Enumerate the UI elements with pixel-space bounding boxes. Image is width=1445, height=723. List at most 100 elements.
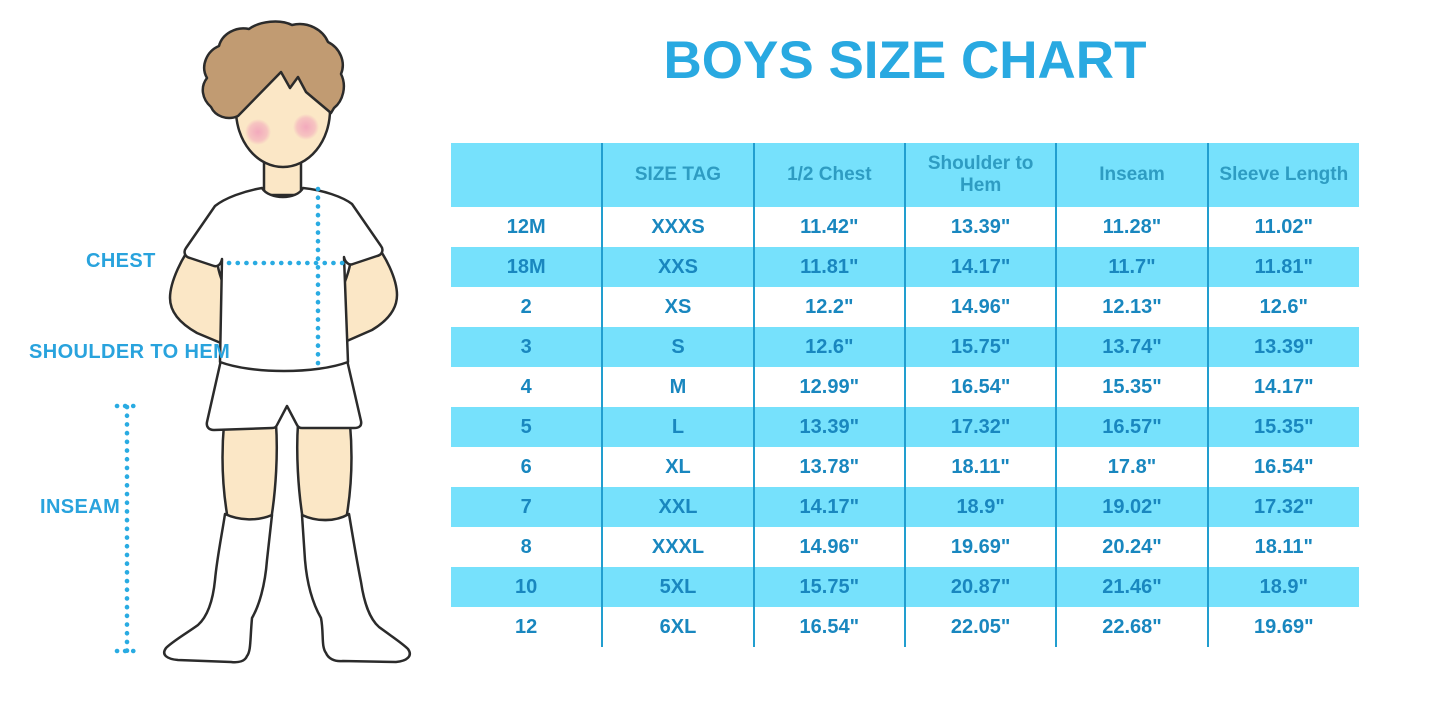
table-cell: 12M [506, 215, 546, 238]
table-cell: 17.32" [1206, 487, 1359, 527]
table-cell: XXXS [601, 207, 754, 247]
table-cell: 14.96" [752, 527, 905, 567]
table-row: 6 XL 13.78" 18.11" 17.8" 16.54" [451, 447, 1359, 487]
column-header: Inseam [1055, 143, 1208, 207]
size-table-body: 12M XXXS 11.42" 13.39" 11.28" 11.02" 18M XXS 11.… [451, 207, 1359, 647]
right-leg [296, 422, 353, 522]
table-row: 8 XXXL 14.96" 19.69" 20.24" 18.11" [451, 527, 1359, 567]
right-sock [300, 512, 412, 664]
table-cell: 12.13" [1055, 287, 1208, 327]
table-cell: 11.02" [1206, 207, 1359, 247]
table-cell: 12.2" [752, 287, 905, 327]
page-title: BOYS SIZE CHART [663, 31, 1147, 90]
table-row: 12 6XL 16.54" 22.05" 22.68" 19.69" [451, 607, 1359, 647]
table-cell: 17.8" [1055, 447, 1208, 487]
table-cell: 4 [520, 375, 532, 398]
table-cell: 5 [520, 415, 532, 438]
table-cell: 21.46" [1055, 567, 1208, 607]
table-cell: 15.35" [1206, 407, 1359, 447]
table-cell: 2 [520, 295, 532, 318]
table-cell: 18.11" [1206, 527, 1359, 567]
table-cell: 22.68" [1055, 607, 1208, 647]
table-row: 12M XXXS 11.42" 13.39" 11.28" 11.02" [451, 207, 1359, 247]
table-cell: 13.39" [903, 207, 1057, 247]
inseam-label: INSEAM [40, 496, 121, 518]
table-cell: 14.17" [1206, 367, 1359, 407]
right-cheek [293, 114, 319, 140]
column-header: 1/2 Chest [752, 143, 905, 207]
chest-label: CHEST [86, 250, 156, 272]
table-cell: M [601, 367, 754, 407]
table-cell: 12.6" [1206, 287, 1359, 327]
t-shirt [183, 186, 384, 373]
left-cheek [245, 119, 271, 145]
table-cell: 22.05" [903, 607, 1057, 647]
table-cell: 8 [520, 535, 532, 558]
table-cell: XXS [601, 247, 754, 287]
table-cell: 11.42" [752, 207, 905, 247]
table-cell: L [601, 407, 754, 447]
table-cell: 13.74" [1055, 327, 1208, 367]
table-cell: 16.54" [1206, 447, 1359, 487]
left-sock [162, 512, 274, 664]
table-row: 4 M 12.99" 16.54" 15.35" 14.17" [451, 367, 1359, 407]
table-cell: XL [601, 447, 754, 487]
table-row: 18M XXS 11.81" 14.17" 11.7" 11.81" [451, 247, 1359, 287]
table-cell: 14.17" [903, 247, 1057, 287]
table-cell: 20.87" [903, 567, 1057, 607]
shoulder-to-hem-label: SHOULDER TO HEM [29, 341, 231, 363]
table-cell: 6 [520, 455, 532, 478]
table-row: 2 XS 12.2" 14.96" 12.13" 12.6" [451, 287, 1359, 327]
table-cell: 18.9" [903, 487, 1057, 527]
table-cell: 14.17" [752, 487, 905, 527]
table-cell: 19.69" [1206, 607, 1359, 647]
left-leg [221, 422, 278, 522]
column-header: Sleeve Length [1206, 143, 1359, 207]
table-cell: 12.6" [752, 327, 905, 367]
table-cell: 15.75" [903, 327, 1057, 367]
table-row: 7 XXL 14.17" 18.9" 19.02" 17.32" [451, 487, 1359, 527]
column-header: Shoulder to Hem [903, 143, 1057, 207]
table-cell: 19.02" [1055, 487, 1208, 527]
table-row: 5 L 13.39" 17.32" 16.57" 15.35" [451, 407, 1359, 447]
hair [201, 20, 346, 120]
table-cell: 11.28" [1055, 207, 1208, 247]
table-cell: 13.39" [1206, 327, 1359, 367]
table-cell: 19.69" [903, 527, 1057, 567]
table-cell: 20.24" [1055, 527, 1208, 567]
table-cell: 13.39" [752, 407, 905, 447]
table-cell: 15.75" [752, 567, 905, 607]
table-cell: 12.99" [752, 367, 905, 407]
table-cell: 14.96" [903, 287, 1057, 327]
table-cell: S [601, 327, 754, 367]
table-cell: XS [601, 287, 754, 327]
size-table: SIZE TAG 1/2 Chest Shoulder to Hem Inseam Sl… [451, 143, 1359, 647]
table-cell: 16.54" [903, 367, 1057, 407]
column-header: SIZE TAG [601, 143, 754, 207]
table-cell: 18.9" [1206, 567, 1359, 607]
table-cell: 15.35" [1055, 367, 1208, 407]
table-cell: 11.81" [752, 247, 905, 287]
table-cell: 16.54" [752, 607, 905, 647]
table-cell: 13.78" [752, 447, 905, 487]
table-cell: 11.7" [1055, 247, 1208, 287]
table-cell: XXXL [601, 527, 754, 567]
table-cell: 6XL [601, 607, 754, 647]
table-cell: 18M [506, 255, 546, 278]
table-cell: 10 [515, 575, 538, 598]
table-cell: 5XL [601, 567, 754, 607]
table-cell: 16.57" [1055, 407, 1208, 447]
table-cell: XXL [601, 487, 754, 527]
boy-illustration [114, 20, 412, 664]
table-cell: 11.81" [1206, 247, 1359, 287]
table-row: 10 5XL 15.75" 20.87" 21.46" 18.9" [451, 567, 1359, 607]
table-cell: 12 [515, 615, 538, 638]
table-cell: 17.32" [903, 407, 1057, 447]
table-cell: 18.11" [903, 447, 1057, 487]
column-header [451, 143, 603, 207]
size-table-header: SIZE TAG 1/2 Chest Shoulder to Hem Inseam Sl… [451, 143, 1359, 207]
table-cell: 7 [520, 495, 532, 518]
table-row: 3 S 12.6" 15.75" 13.74" 13.39" [451, 327, 1359, 367]
table-cell: 3 [520, 335, 532, 358]
